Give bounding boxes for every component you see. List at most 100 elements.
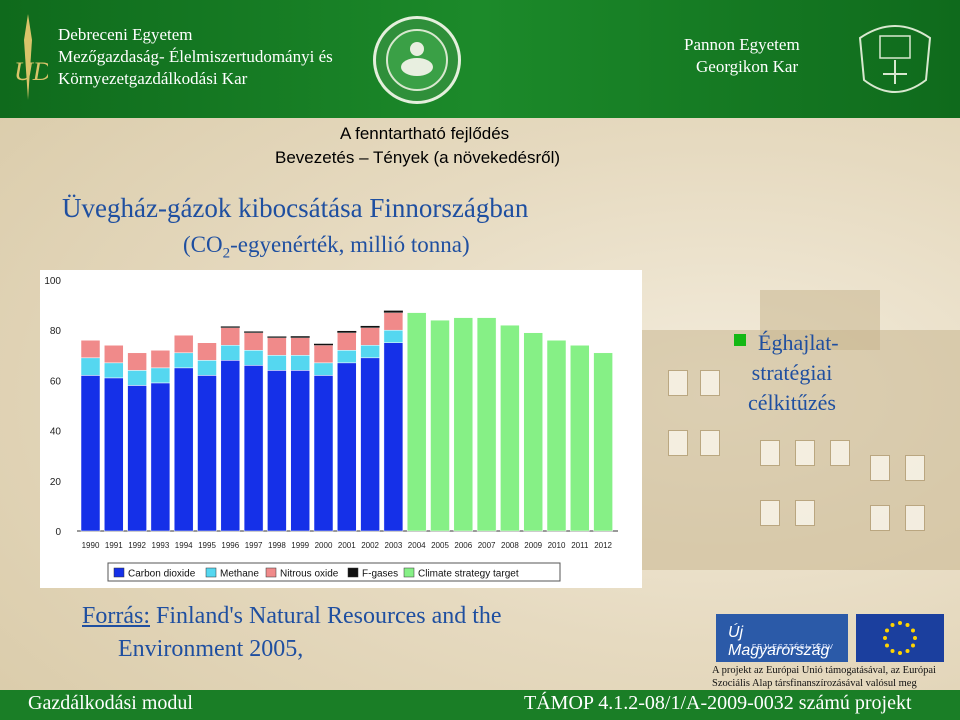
eu-star-icon [905,623,910,628]
left-university-line: Környezetgazdálkodási Kar [58,69,248,88]
bar-methane-1998 [267,355,287,371]
source-text-line-1: Finland's Natural Resources and the [150,603,502,629]
bar-carbon-dioxide-1995 [197,375,217,532]
x-tick-label: 1992 [128,541,146,550]
background-window [905,505,925,531]
bar-nitrous-oxide-1995 [197,342,217,361]
bar-methane-2003 [383,329,404,344]
x-tick-label: 2008 [501,541,519,550]
footer-bar: Gazdálkodási modul TÁMOP 4.1.2-08/1/A-20… [0,690,960,720]
legend-swatch [113,567,125,578]
bar-f-gases-2000 [314,343,333,346]
legend-swatch [403,567,415,578]
bar-nitrous-oxide-1997 [243,332,264,351]
eu-star-icon [898,621,902,625]
x-tick-label: 2005 [431,541,449,550]
x-tick-label: 2002 [361,541,379,550]
x-tick-label: 1990 [82,541,100,550]
bar-climate-strategy-target-2004 [406,312,427,532]
x-tick-label: 2012 [594,541,612,550]
background-window [668,430,688,456]
eu-star-icon [890,623,895,628]
bar-nitrous-oxide-1990 [80,339,101,359]
background-building-roof [760,290,880,350]
bar-nitrous-oxide-1996 [220,327,241,346]
bar-carbon-dioxide-2003 [383,342,404,532]
bar-nitrous-oxide-1998 [267,337,287,356]
x-tick-label: 2003 [385,541,403,550]
x-tick-label: 2006 [454,541,472,550]
x-tick-label: 1997 [245,541,263,550]
legend-label: Methane [220,569,259,580]
annotation-text: Éghajlat- [758,330,839,355]
background-window [760,440,780,466]
annotation-line-3: célkitűzés [748,390,836,415]
bar-methane-2000 [313,362,334,376]
annotation-line-1: Éghajlat- [712,328,874,358]
footer-module-name: Gazdálkodási modul [28,692,193,714]
x-tick-label: 1998 [268,541,286,550]
bar-f-gases-1998 [267,336,287,338]
bar-methane-1990 [80,357,101,376]
legend-swatch [205,567,217,578]
legend-label: Nitrous oxide [280,569,339,580]
x-tick-label: 1991 [105,541,123,550]
bar-climate-strategy-target-2005 [430,319,450,532]
heading-line-1: A fenntartható fejlődés [340,124,510,143]
bar-climate-strategy-target-2008 [500,324,520,532]
eu-funding-logos: Új Magyarország FEJLESZTÉSI TERV [716,614,944,662]
bar-carbon-dioxide-2002 [360,357,380,532]
uj-magyarorszag-logo: Új Magyarország FEJLESZTÉSI TERV [716,614,848,662]
source-citation: Forrás: Finland's Natural Resources and … [82,600,502,666]
y-tick-label: 20 [50,477,62,488]
left-university-line: Debreceni Egyetem [58,25,193,44]
legend-square-icon [734,334,746,346]
subtitle-part: (CO [183,232,223,257]
x-tick-label: 2011 [571,541,589,550]
y-tick-label: 80 [50,326,62,337]
eu-star-icon [913,636,917,640]
bar-carbon-dioxide-1993 [150,382,171,532]
heading-line-2: Bevezetés – Tények (a növekedésről) [275,148,561,167]
left-university-line: Mezőgazdaság- Élelmiszertudományi és [58,47,333,66]
x-tick-label: 2010 [548,541,566,550]
bar-f-gases-2001 [337,330,357,333]
debrecen-university-logo: UD [14,14,48,100]
climate-strategy-annotation: Éghajlat- stratégiai célkitűzés [712,328,874,418]
bar-carbon-dioxide-1994 [173,367,194,532]
svg-text:UD: UD [14,57,48,86]
bar-carbon-dioxide-2000 [313,375,334,532]
eu-star-icon [890,648,895,653]
background-window [870,505,890,531]
bar-f-gases-2003 [383,310,403,313]
bar-f-gases-1999 [290,336,310,338]
background-window [668,370,688,396]
bar-carbon-dioxide-1990 [80,375,101,532]
bar-carbon-dioxide-2001 [337,362,357,532]
legend-label: Carbon dioxide [128,569,196,580]
bar-climate-strategy-target-2012 [593,352,613,532]
subtitle-part: -egyenérték, millió tonna) [230,232,470,257]
bar-f-gases-2002 [360,325,380,328]
bar-nitrous-oxide-2003 [383,312,404,331]
bar-nitrous-oxide-2001 [337,332,357,351]
bar-nitrous-oxide-2002 [360,327,380,346]
x-tick-label: 1999 [291,541,309,550]
y-tick-label: 40 [50,427,62,438]
page-title: Üvegház-gázok kibocsátása Finnországban [62,193,529,223]
eu-star-icon [885,628,890,633]
eu-star-icon [883,636,887,640]
bar-methane-1994 [173,352,194,369]
background-window [795,440,815,466]
faculty-seal-emblem [373,16,461,104]
background-window [760,500,780,526]
bar-f-gases-1997 [244,331,264,333]
bar-carbon-dioxide-1999 [290,370,310,532]
bar-carbon-dioxide-1991 [104,377,124,532]
bar-f-gases-1996 [220,326,240,328]
bar-nitrous-oxide-1991 [104,345,124,364]
legend-swatch [347,567,359,578]
bar-climate-strategy-target-2006 [453,317,474,532]
bar-climate-strategy-target-2010 [546,339,567,532]
